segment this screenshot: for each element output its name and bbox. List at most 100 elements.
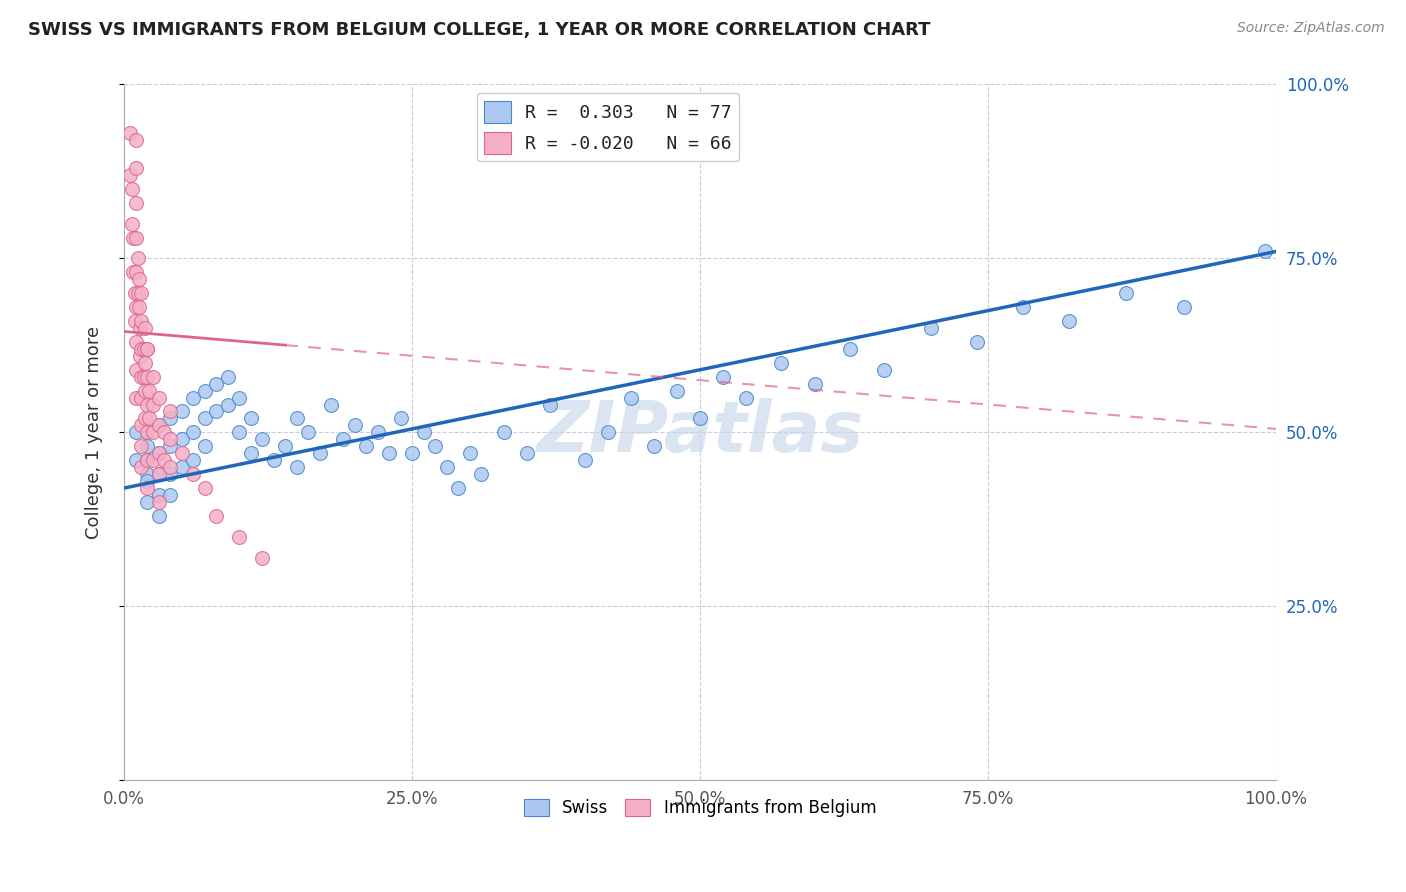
Point	[118, 126, 141, 140]
Point	[574, 453, 596, 467]
Point	[159, 411, 181, 425]
Point	[321, 398, 343, 412]
Point	[804, 376, 827, 391]
Point	[285, 411, 308, 425]
Point	[689, 411, 711, 425]
Point	[711, 369, 734, 384]
Point	[134, 411, 156, 425]
Point	[274, 439, 297, 453]
Point	[148, 467, 170, 482]
Point	[516, 446, 538, 460]
Point	[134, 321, 156, 335]
Text: ZIPatlas: ZIPatlas	[537, 398, 863, 467]
Point	[148, 446, 170, 460]
Point	[412, 425, 434, 440]
Point	[134, 384, 156, 398]
Point	[194, 411, 217, 425]
Point	[1173, 300, 1195, 314]
Point	[122, 265, 145, 279]
Point	[136, 425, 159, 440]
Point	[425, 439, 447, 453]
Point	[170, 446, 193, 460]
Point	[343, 418, 366, 433]
Point	[136, 369, 159, 384]
Point	[966, 334, 988, 349]
Point	[181, 453, 204, 467]
Point	[194, 439, 217, 453]
Point	[136, 342, 159, 356]
Point	[148, 488, 170, 502]
Point	[124, 286, 146, 301]
Point	[142, 369, 165, 384]
Point	[470, 467, 492, 482]
Point	[134, 356, 156, 370]
Point	[401, 446, 423, 460]
Point	[920, 321, 942, 335]
Point	[1057, 314, 1080, 328]
Point	[142, 425, 165, 440]
Point	[121, 182, 143, 196]
Point	[1115, 286, 1137, 301]
Point	[378, 446, 401, 460]
Point	[131, 460, 153, 475]
Point	[252, 433, 274, 447]
Point	[148, 495, 170, 509]
Point	[124, 300, 146, 314]
Point	[138, 411, 160, 425]
Point	[132, 369, 155, 384]
Point	[159, 467, 181, 482]
Point	[620, 391, 643, 405]
Point	[136, 467, 159, 482]
Point	[170, 404, 193, 418]
Point	[159, 460, 181, 475]
Point	[205, 376, 228, 391]
Point	[297, 425, 319, 440]
Point	[132, 342, 155, 356]
Point	[136, 453, 159, 467]
Point	[128, 272, 150, 286]
Text: SWISS VS IMMIGRANTS FROM BELGIUM COLLEGE, 1 YEAR OR MORE CORRELATION CHART: SWISS VS IMMIGRANTS FROM BELGIUM COLLEGE…	[28, 21, 931, 39]
Point	[124, 334, 146, 349]
Point	[205, 404, 228, 418]
Point	[131, 369, 153, 384]
Point	[153, 425, 176, 440]
Point	[131, 314, 153, 328]
Point	[239, 411, 262, 425]
Point	[367, 425, 389, 440]
Point	[124, 230, 146, 244]
Point	[124, 363, 146, 377]
Point	[354, 439, 377, 453]
Point	[148, 418, 170, 433]
Point	[170, 460, 193, 475]
Point	[148, 508, 170, 523]
Point	[194, 384, 217, 398]
Point	[873, 363, 896, 377]
Point	[127, 252, 149, 266]
Point	[148, 391, 170, 405]
Point	[252, 550, 274, 565]
Point	[131, 439, 153, 453]
Point	[136, 342, 159, 356]
Point	[769, 356, 792, 370]
Point	[124, 265, 146, 279]
Point	[217, 398, 239, 412]
Point	[332, 433, 354, 447]
Point	[131, 342, 153, 356]
Point	[389, 411, 412, 425]
Y-axis label: College, 1 year or more: College, 1 year or more	[86, 326, 103, 539]
Point	[170, 433, 193, 447]
Point	[1011, 300, 1033, 314]
Point	[142, 453, 165, 467]
Point	[136, 398, 159, 412]
Point	[458, 446, 481, 460]
Point	[124, 195, 146, 210]
Point	[118, 168, 141, 182]
Point	[217, 369, 239, 384]
Point	[239, 446, 262, 460]
Text: Source: ZipAtlas.com: Source: ZipAtlas.com	[1237, 21, 1385, 36]
Point	[148, 446, 170, 460]
Point	[124, 161, 146, 175]
Point	[228, 425, 250, 440]
Point	[122, 230, 145, 244]
Point	[228, 530, 250, 544]
